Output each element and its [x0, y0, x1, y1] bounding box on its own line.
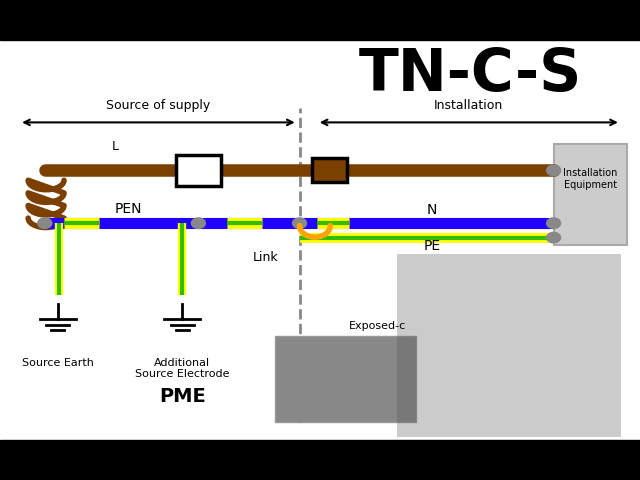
Bar — [554, 144, 627, 245]
Text: Installation
Equipment: Installation Equipment — [563, 168, 618, 190]
Bar — [176, 155, 221, 186]
Text: Link: Link — [253, 251, 278, 264]
Bar — [397, 254, 621, 437]
Text: Source Earth: Source Earth — [22, 358, 93, 368]
Circle shape — [547, 232, 561, 243]
Circle shape — [191, 218, 205, 228]
Text: Source of supply: Source of supply — [106, 99, 211, 112]
Bar — [275, 336, 416, 422]
Text: TN-C-S: TN-C-S — [359, 46, 582, 103]
Circle shape — [38, 218, 52, 228]
Circle shape — [547, 165, 561, 176]
Text: PME: PME — [159, 386, 206, 406]
Text: L: L — [112, 140, 119, 153]
Text: PEN: PEN — [115, 202, 141, 216]
Bar — [312, 158, 347, 182]
Text: Exposed-c: Exposed-c — [349, 322, 406, 331]
Text: Installation: Installation — [434, 99, 504, 112]
Text: N: N — [427, 203, 437, 217]
Circle shape — [547, 218, 561, 228]
Circle shape — [292, 218, 307, 228]
Text: Additional
Source Electrode: Additional Source Electrode — [135, 358, 230, 379]
Text: PE: PE — [424, 239, 440, 253]
